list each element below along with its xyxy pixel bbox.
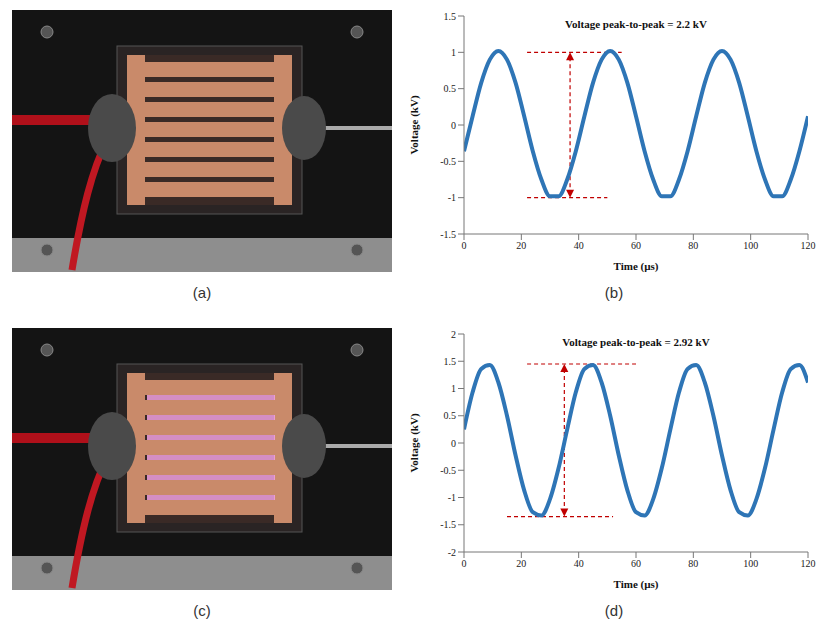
svg-text:120: 120 <box>801 240 816 251</box>
svg-text:0.5: 0.5 <box>444 410 457 421</box>
svg-text:Time (µs): Time (µs) <box>614 578 659 591</box>
svg-text:-0.5: -0.5 <box>440 156 456 167</box>
svg-text:120: 120 <box>801 558 816 569</box>
svg-text:-0.5: -0.5 <box>440 465 456 476</box>
svg-text:40: 40 <box>574 558 584 569</box>
svg-text:1: 1 <box>451 47 456 58</box>
svg-text:1.5: 1.5 <box>444 356 457 367</box>
svg-text:1.5: 1.5 <box>444 11 457 22</box>
svg-text:Voltage (kV): Voltage (kV) <box>408 413 421 473</box>
html-text:(a): (a) <box>192 284 212 301</box>
svg-text:20: 20 <box>516 558 526 569</box>
svg-text:-2: -2 <box>448 547 456 558</box>
svg-text:2: 2 <box>451 329 456 340</box>
svg-text:Voltage (kV): Voltage (kV) <box>408 95 421 155</box>
svg-text:60: 60 <box>631 240 641 251</box>
svg-text:0: 0 <box>451 438 456 449</box>
svg-text:1: 1 <box>451 383 456 394</box>
svg-text:80: 80 <box>688 558 698 569</box>
html-text:(d): (d) <box>604 602 624 619</box>
svg-text:-1: -1 <box>448 192 456 203</box>
svg-text:100: 100 <box>743 558 758 569</box>
svg-text:Time (µs): Time (µs) <box>614 260 659 273</box>
svg-text:-1: -1 <box>448 492 456 503</box>
svg-text:0: 0 <box>462 240 467 251</box>
html-text:(c): (c) <box>193 602 211 619</box>
svg-text:20: 20 <box>516 240 526 251</box>
html-text:Voltage peak-to-peak = 2.2 kV: Voltage peak-to-peak = 2.2 kV <box>565 18 707 30</box>
svg-text:-1.5: -1.5 <box>440 229 456 240</box>
svg-text:0.5: 0.5 <box>444 83 457 94</box>
svg-text:80: 80 <box>688 240 698 251</box>
svg-text:-1.5: -1.5 <box>440 519 456 530</box>
svg-text:100: 100 <box>743 240 758 251</box>
html-text:Voltage peak-to-peak = 2.92 kV: Voltage peak-to-peak = 2.92 kV <box>562 336 710 348</box>
svg-text:60: 60 <box>631 558 641 569</box>
svg-text:40: 40 <box>574 240 584 251</box>
html-text:(b): (b) <box>604 284 624 301</box>
svg-text:0: 0 <box>451 120 456 131</box>
svg-text:0: 0 <box>462 558 467 569</box>
